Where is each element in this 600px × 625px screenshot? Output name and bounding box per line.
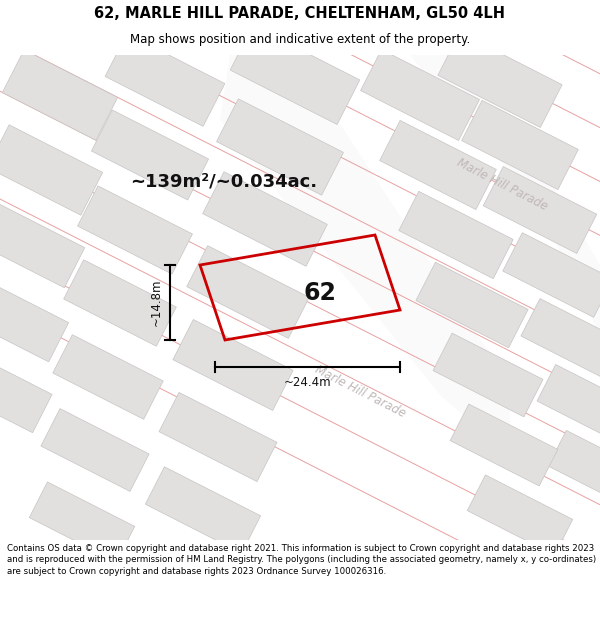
Polygon shape [0, 351, 52, 432]
Polygon shape [145, 467, 260, 553]
Polygon shape [77, 186, 193, 274]
Polygon shape [416, 262, 528, 348]
Polygon shape [217, 99, 343, 195]
Text: 62: 62 [304, 281, 337, 304]
Polygon shape [483, 167, 597, 253]
Polygon shape [203, 172, 328, 266]
Polygon shape [29, 482, 135, 562]
Polygon shape [230, 26, 360, 124]
Polygon shape [467, 475, 573, 555]
Polygon shape [91, 110, 209, 200]
Text: Contains OS data © Crown copyright and database right 2021. This information is : Contains OS data © Crown copyright and d… [7, 544, 596, 576]
Polygon shape [159, 392, 277, 482]
Text: Marle Hill Parade: Marle Hill Parade [313, 364, 407, 421]
Polygon shape [0, 125, 103, 215]
Polygon shape [53, 335, 163, 419]
Polygon shape [41, 409, 149, 491]
Polygon shape [461, 101, 578, 189]
Polygon shape [220, 55, 510, 455]
Polygon shape [537, 364, 600, 446]
Polygon shape [410, 55, 600, 335]
Polygon shape [64, 260, 176, 346]
Polygon shape [438, 32, 562, 128]
Polygon shape [187, 246, 309, 338]
Polygon shape [0, 278, 68, 362]
Polygon shape [433, 333, 543, 417]
Polygon shape [2, 50, 118, 140]
Polygon shape [503, 232, 600, 318]
Polygon shape [105, 34, 225, 126]
Polygon shape [450, 404, 558, 486]
Text: ~14.8m: ~14.8m [149, 279, 163, 326]
Text: ~24.4m: ~24.4m [284, 376, 331, 389]
Polygon shape [173, 319, 293, 411]
Text: 62, MARLE HILL PARADE, CHELTENHAM, GL50 4LH: 62, MARLE HILL PARADE, CHELTENHAM, GL50 … [95, 6, 505, 21]
Polygon shape [521, 299, 600, 381]
Polygon shape [380, 121, 496, 209]
Polygon shape [361, 49, 479, 141]
Polygon shape [548, 431, 600, 509]
Text: Map shows position and indicative extent of the property.: Map shows position and indicative extent… [130, 33, 470, 46]
Polygon shape [0, 202, 85, 288]
Text: Marle Hill Parade: Marle Hill Parade [454, 156, 550, 214]
Text: ~139m²/~0.034ac.: ~139m²/~0.034ac. [130, 173, 317, 191]
Polygon shape [399, 191, 513, 279]
